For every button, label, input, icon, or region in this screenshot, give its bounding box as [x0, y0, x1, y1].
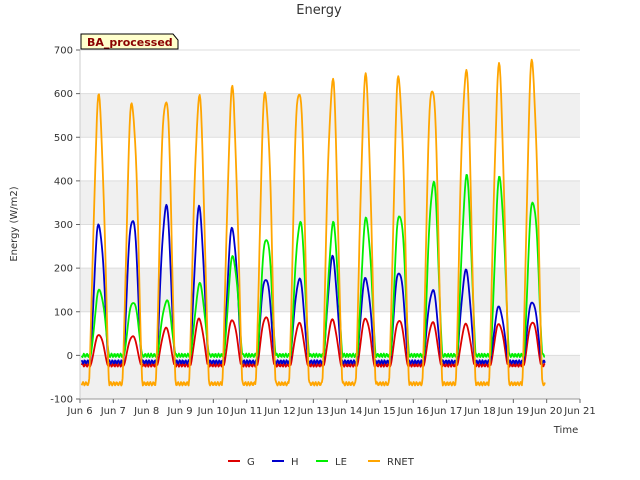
x-tick-label: Jun 11 — [230, 406, 263, 417]
badge-label: BA_processed — [87, 36, 173, 49]
y-tick-label: 300 — [54, 220, 73, 231]
x-tick-label: Jun 13 — [297, 406, 330, 417]
x-tick-label: Jun 15 — [363, 406, 396, 417]
x-tick-label: Jun 19 — [497, 406, 530, 417]
y-tick-label: 200 — [54, 264, 73, 275]
x-tick-label: Jun 18 — [463, 406, 496, 417]
legend-label-rnet: RNET — [387, 457, 415, 468]
y-axis-label: Energy (W/m2) — [9, 186, 20, 261]
x-tick-label: Jun 12 — [263, 406, 296, 417]
x-axis-ticks: Jun 6 Jun 7 Jun 8 Jun 9 Jun 10 Jun 11 Jun 12 Ju… — [66, 399, 596, 417]
x-tick-label: Jun 16 — [397, 406, 430, 417]
grid-band — [80, 355, 580, 399]
y-tick-label: -100 — [50, 395, 73, 406]
legend-label-h: H — [291, 457, 299, 468]
y-tick-label: 0 — [67, 351, 73, 362]
y-tick-label: 700 — [54, 46, 73, 57]
legend-label-g: G — [247, 457, 255, 468]
x-tick-label: Jun 6 — [66, 406, 92, 417]
series-line-rnet — [80, 58, 546, 387]
y-tick-label: 600 — [54, 89, 73, 100]
x-axis-label: Time — [553, 425, 578, 436]
x-tick-label: Jun 20 — [530, 406, 563, 417]
y-axis-ticks: -100 0 100 200 300 400 500 600 700 — [50, 46, 80, 406]
x-tick-label: Jun 8 — [133, 406, 159, 417]
x-tick-label: Jun 9 — [166, 406, 192, 417]
x-tick-label: Jun 7 — [100, 406, 126, 417]
x-tick-label: Jun 17 — [430, 406, 463, 417]
x-tick-label: Jun 21 — [563, 406, 596, 417]
x-tick-label: Jun 14 — [330, 406, 363, 417]
series-line-g — [80, 316, 546, 368]
series-line-le — [80, 174, 546, 358]
legend: G H LE RNET — [228, 457, 415, 468]
y-tick-label: 100 — [54, 307, 73, 318]
legend-label-le: LE — [335, 457, 347, 468]
y-tick-label: 400 — [54, 176, 73, 187]
series-line-h — [80, 203, 546, 365]
y-tick-label: 500 — [54, 133, 73, 144]
x-tick-label: Jun 10 — [197, 406, 230, 417]
series-layer — [80, 58, 546, 387]
processed-badge: BA_processed — [80, 33, 179, 50]
chart-title: Energy — [296, 3, 342, 18]
